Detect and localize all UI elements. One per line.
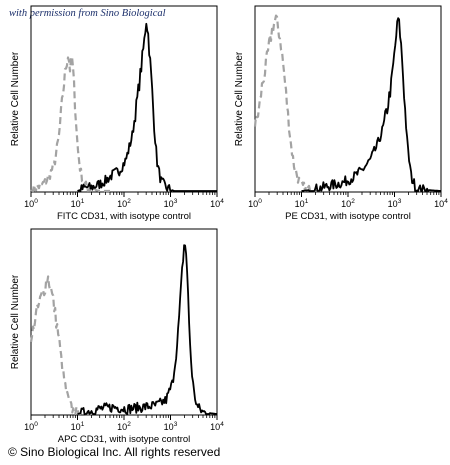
x-tick-label: 101 xyxy=(295,198,309,209)
watermark-caption: with permission from Sino Biological xyxy=(9,8,166,19)
x-axis-label: PE CD31, with isotype control xyxy=(285,211,411,222)
x-axis-label: FITC CD31, with isotype control xyxy=(57,211,191,222)
x-tick-label: 101 xyxy=(71,198,85,209)
cd31-antibody-curve xyxy=(77,22,217,192)
x-tick-label: 104 xyxy=(210,421,224,432)
histogram-panel-apc: 100 101 102 103 104 Relative Cell Number APC… xyxy=(10,228,224,445)
histogram-panel-fitc: 100 101 102 103 104 Relative Cell Number FIT… xyxy=(10,5,224,222)
x-tick-label: 103 xyxy=(164,421,178,432)
cd31-antibody-curve xyxy=(77,244,218,415)
isotype-control-curve xyxy=(253,14,321,193)
plot-frame xyxy=(254,5,442,193)
isotype-control-curve xyxy=(30,55,111,193)
y-axis-label: Relative Cell Number xyxy=(10,51,21,146)
x-tick-label: 101 xyxy=(71,421,85,432)
x-tick-label: 100 xyxy=(24,421,38,432)
x-tick-label: 102 xyxy=(117,421,131,432)
cd31-antibody-curve xyxy=(301,17,442,192)
x-tick-label: 103 xyxy=(388,198,402,209)
y-axis-label: Relative Cell Number xyxy=(10,274,21,369)
copyright-notice: © Sino Biological Inc. All rights reserv… xyxy=(8,445,221,459)
x-tick-label: 104 xyxy=(210,198,224,209)
x-tick-label: 102 xyxy=(117,198,131,209)
x-tick-label: 100 xyxy=(248,198,262,209)
x-tick-label: 102 xyxy=(341,198,355,209)
x-tick-label: 103 xyxy=(164,198,178,209)
y-axis-label: Relative Cell Number xyxy=(234,51,245,146)
x-tick-label: 100 xyxy=(24,198,38,209)
histogram-panel-pe: 100 101 102 103 104 Relative Cell Number PE … xyxy=(234,5,448,222)
isotype-control-curve xyxy=(29,275,92,416)
x-tick-label: 104 xyxy=(434,198,448,209)
x-axis-label: APC CD31, with isotype control xyxy=(58,434,191,445)
